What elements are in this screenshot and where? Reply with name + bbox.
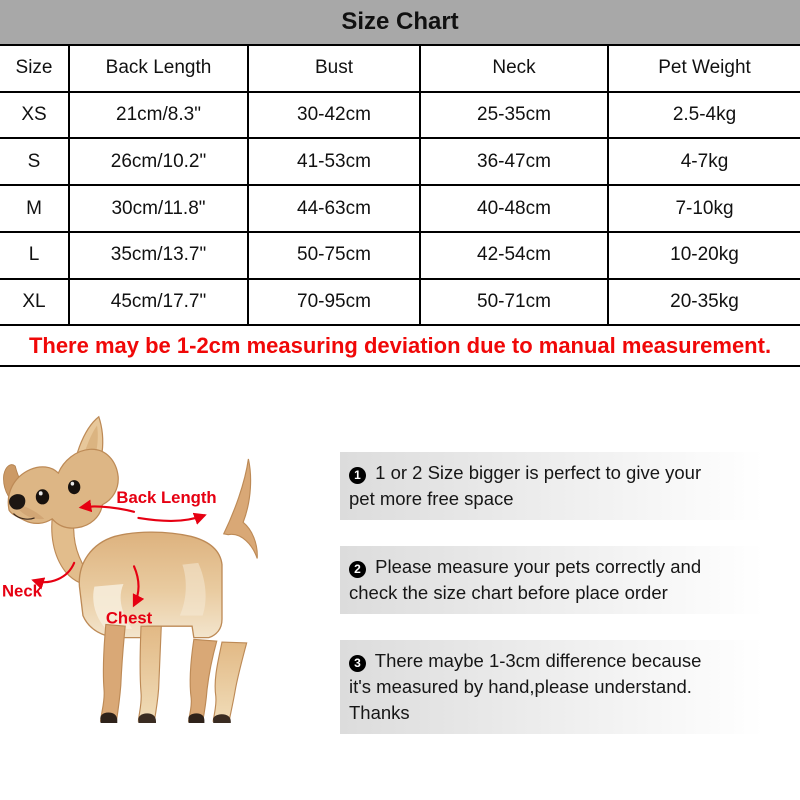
- svg-text:Chest: Chest: [106, 608, 153, 627]
- svg-text:Neck: Neck: [2, 581, 43, 600]
- svg-text:Back Length: Back Length: [116, 488, 216, 507]
